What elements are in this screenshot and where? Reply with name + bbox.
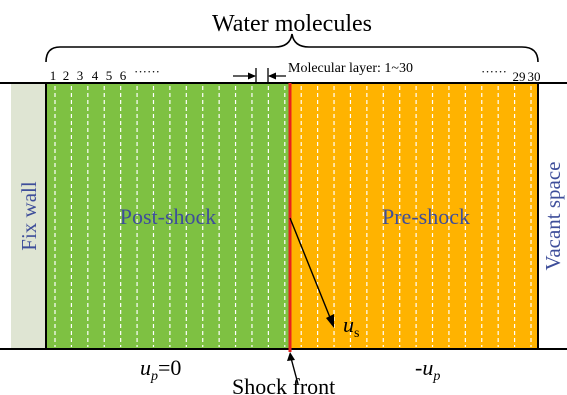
post-velocity-subscript: p (150, 369, 158, 384)
pre-shock-region (290, 83, 538, 349)
pre-velocity-symbol: -u (415, 355, 433, 380)
layer-number-5: 5 (106, 68, 113, 83)
post-velocity-symbol: u (140, 355, 151, 380)
shock-velocity-symbol: u (343, 312, 354, 337)
layer-number-30: 30 (528, 69, 541, 84)
layer-spacing-arrowhead-left (248, 72, 256, 80)
title: Water molecules (212, 11, 372, 37)
shock-velocity-label: us (343, 312, 359, 341)
layer-number-1: 1 (50, 68, 57, 83)
layer-number-3: 3 (77, 68, 84, 83)
shock-velocity-arrowhead (326, 314, 334, 328)
post-shock-velocity: up=0 (140, 355, 181, 384)
layer-range-label: Molecular layer: 1~30 (288, 61, 413, 76)
layer-number-2: 2 (63, 68, 70, 83)
pre-velocity-subscript: p (432, 369, 440, 384)
layer-number-4: 4 (92, 68, 99, 83)
post-velocity-value: =0 (158, 355, 181, 380)
layer-numbers-left: 1 2 3 4 5 6 (50, 68, 127, 83)
post-shock-region (46, 83, 290, 349)
ellipsis-left: ······ (134, 64, 160, 79)
layer-spacing-arrowhead-right (268, 72, 276, 80)
fix-wall-label: Fix wall (17, 181, 41, 251)
layer-number-29: 29 (513, 69, 526, 84)
ellipsis-right: ······ (481, 64, 507, 79)
vacant-space-label: Vacant space (541, 161, 565, 270)
pre-shock-velocity: -up (415, 355, 440, 384)
shock-front-pointer (290, 357, 299, 385)
shock-front-pointer-head (287, 352, 295, 361)
shock-front-label: Shock front (232, 374, 335, 395)
layer-number-6: 6 (120, 68, 127, 83)
molecular-layer-lines (54, 86, 532, 347)
water-molecules-brace (45, 33, 539, 63)
pre-shock-label: Pre-shock (382, 204, 470, 229)
fix-wall-region (11, 83, 46, 349)
shock-velocity-arrow (289, 217, 332, 321)
shock-velocity-subscript: s (354, 326, 359, 341)
post-shock-label: Post-shock (120, 204, 217, 229)
